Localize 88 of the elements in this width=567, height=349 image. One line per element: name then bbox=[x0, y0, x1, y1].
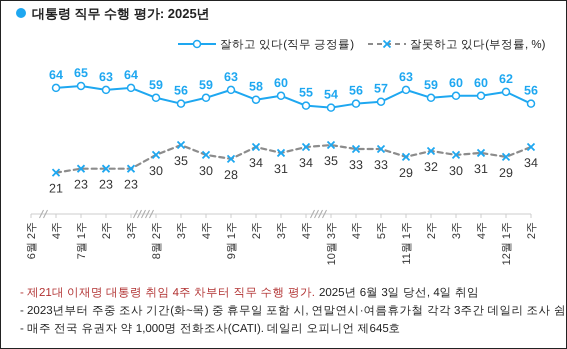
data-label: 64 bbox=[124, 68, 138, 82]
data-label: 62 bbox=[499, 72, 513, 86]
point bbox=[426, 94, 436, 102]
text: 2025년 6월 3일 당선, 4일 취임 bbox=[318, 287, 479, 299]
data-label: 31 bbox=[474, 162, 488, 176]
data-label: 28 bbox=[224, 168, 238, 182]
point bbox=[326, 103, 336, 112]
data-label: 63 bbox=[99, 70, 113, 84]
data-label: 54 bbox=[324, 88, 338, 102]
point bbox=[502, 88, 510, 96]
data-label: 56 bbox=[524, 84, 538, 98]
data-label: 64 bbox=[49, 68, 63, 82]
data-label: 60 bbox=[474, 76, 488, 90]
data-label: 23 bbox=[99, 178, 113, 192]
point bbox=[152, 94, 160, 102]
point bbox=[526, 99, 536, 108]
data-label: 30 bbox=[199, 164, 213, 178]
data-label: 56 bbox=[174, 84, 188, 98]
data-label: 63 bbox=[399, 70, 413, 84]
data-label: 29 bbox=[399, 166, 413, 180]
data-label: 59 bbox=[199, 78, 213, 92]
data-label: 57 bbox=[374, 82, 388, 96]
data-label: 34 bbox=[249, 156, 263, 170]
data-label: 30 bbox=[449, 164, 463, 178]
x-tick-label: 3주 bbox=[451, 222, 463, 240]
data-label: 35 bbox=[174, 154, 188, 168]
point bbox=[226, 86, 236, 94]
data-label: 59 bbox=[424, 78, 438, 92]
data-label: 58 bbox=[249, 80, 263, 94]
legend-label: 잘못하고 있다(부정률, %) bbox=[410, 39, 546, 51]
point bbox=[102, 86, 110, 94]
x-tick-label: 2주 bbox=[101, 222, 113, 240]
point bbox=[376, 97, 386, 106]
point bbox=[252, 95, 260, 104]
data-label: 60 bbox=[449, 76, 463, 90]
data-label: 60 bbox=[274, 76, 288, 90]
data-label: 55 bbox=[299, 86, 313, 100]
data-label: 21 bbox=[49, 182, 63, 196]
data-label: 56 bbox=[349, 84, 363, 98]
point bbox=[302, 101, 310, 110]
point bbox=[202, 94, 210, 102]
data-label: 33 bbox=[349, 158, 363, 172]
data-label: 65 bbox=[74, 66, 88, 80]
data-label: 29 bbox=[499, 166, 513, 180]
data-label: 34 bbox=[299, 156, 313, 170]
point bbox=[476, 92, 486, 100]
x-tick-label: 4주 bbox=[51, 222, 63, 240]
x-tick-label: 4주 bbox=[351, 222, 363, 240]
data-label: 34 bbox=[524, 156, 538, 170]
point bbox=[276, 92, 286, 100]
x-tick-label: 3주 bbox=[276, 222, 288, 240]
x-tick-label: 9월 1주 bbox=[226, 222, 238, 260]
chart-title: 대통령 직무 수행 평가: 2025년 bbox=[32, 6, 210, 21]
data-label: 59 bbox=[149, 78, 163, 92]
point bbox=[402, 86, 410, 94]
data-label: 63 bbox=[224, 70, 238, 84]
data-label: 35 bbox=[324, 154, 338, 168]
x-tick-label: 2주 bbox=[426, 222, 438, 240]
x-tick-label: 4주 bbox=[476, 222, 488, 240]
text: - 제21대 이재명 대통령 취임 4주 차부터 직무 수행 평가. bbox=[20, 287, 315, 299]
point bbox=[126, 84, 136, 92]
text: - 매주 전국 유권자 약 1,000명 전화조사(CATI). 데일리 오피니언 제645호 bbox=[20, 323, 401, 335]
x-tick-label: 4주 bbox=[301, 222, 313, 240]
x-tick-label: 2주 bbox=[251, 222, 263, 240]
data-label: 23 bbox=[124, 178, 138, 192]
point bbox=[52, 84, 60, 92]
x-tick-label: 5주 bbox=[376, 222, 388, 240]
point bbox=[352, 99, 360, 108]
x-tick-label: 2주 bbox=[526, 222, 538, 240]
point bbox=[176, 99, 186, 108]
x-tick-label: 3주 bbox=[176, 222, 188, 240]
x-tick-label: 8월 2주 bbox=[151, 222, 163, 260]
x-tick-label: 4주 bbox=[201, 222, 213, 240]
data-label: 23 bbox=[74, 178, 88, 192]
x-tick-label: 12월 1주 bbox=[501, 222, 513, 266]
data-label: 33 bbox=[374, 158, 388, 172]
legend-label: 잘하고 있다(직무 긍정률) bbox=[220, 39, 354, 51]
x-tick-label: 11월 1주 bbox=[401, 222, 413, 265]
text: - 2023년부터 주중 조사 기간(화~목) 중 휴무일 포함 시, 연말연시·여름휴가철 각각 3주간 데일리 조사 쉼 bbox=[20, 305, 566, 317]
data-label: 30 bbox=[149, 164, 163, 178]
data-label: 31 bbox=[274, 162, 288, 176]
x-tick-label: 6월 2주 bbox=[26, 222, 38, 260]
x-tick-label: 3주 bbox=[126, 222, 138, 240]
data-label: 32 bbox=[424, 160, 438, 174]
point bbox=[452, 92, 460, 100]
x-tick-label: 10월 3주 bbox=[326, 222, 338, 266]
point bbox=[76, 82, 86, 90]
x-tick-label: 7월 1주 bbox=[76, 222, 88, 260]
